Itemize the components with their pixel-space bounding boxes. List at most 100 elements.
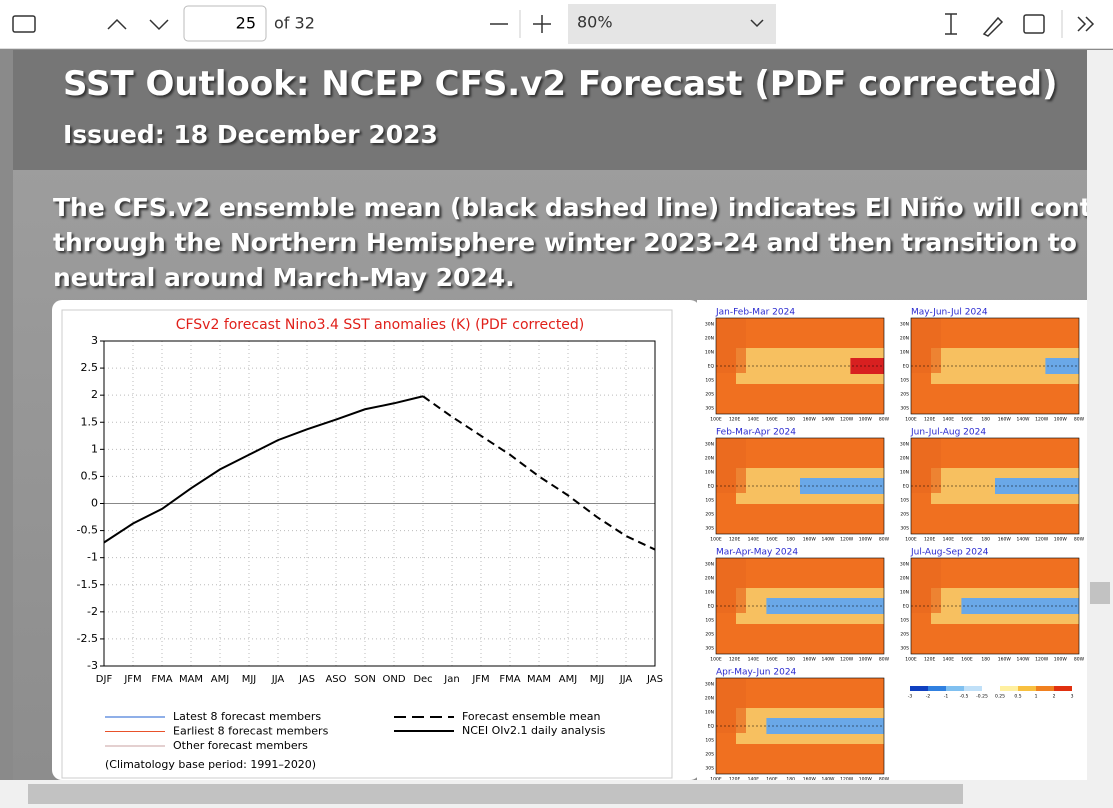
lon-label: 160E [766,417,778,423]
h-scrollbar[interactable] [0,780,1113,808]
slide-header [13,50,1087,170]
lat-label: 10N [705,710,714,716]
lat-label: 10N [705,470,714,476]
lat-label: 20S [900,392,909,398]
colorbar-label: 3 [1071,694,1074,700]
lon-label: 160W [803,537,817,543]
lat-label: 20N [900,456,909,462]
colorbar-cell [982,686,1000,691]
x-tick-label: SON [354,674,376,685]
zoom-select[interactable] [568,4,776,44]
map-land [911,438,941,493]
lat-label: 30N [900,322,909,328]
sidebar-btn[interactable] [12,15,36,33]
lat-label: 10N [705,350,714,356]
zoom-in[interactable] [533,15,551,33]
lon-label: 160E [961,657,973,663]
colorbar-cell [964,686,982,691]
image-tool[interactable] [1023,14,1045,34]
lat-label: 20S [705,632,714,638]
lon-label: 120E [924,657,936,663]
lat-label: 20S [705,392,714,398]
lat-label: 20N [705,696,714,702]
scroll-thumb[interactable] [1090,582,1110,604]
lat-label: 10S [900,498,909,504]
scroll-thumb[interactable] [28,784,963,804]
x-tick-label: OND [382,674,405,685]
legend-label: NCEI OIv2.1 daily analysis [462,724,606,737]
x-tick-label: JJA [619,674,633,685]
prev-page[interactable] [107,18,127,30]
lat-label: 20N [900,336,909,342]
map-land [716,318,746,373]
chart-frame [61,309,673,779]
lon-label: 120W [840,417,854,423]
lat-label: 10N [900,350,909,356]
lon-label: 180 [786,537,795,543]
lon-label: 140E [943,537,955,543]
lat-label: EQ [708,724,715,730]
lon-label: 100W [1054,657,1068,663]
lon-label: 120E [924,417,936,423]
lon-label: 80W [1074,537,1085,543]
lon-label: 100W [859,657,873,663]
x-tick-label: MJJ [242,674,257,685]
lon-label: 120W [1035,537,1049,543]
lon-label: 100E [710,657,722,663]
lon-label: 140E [748,657,760,663]
map-land [911,558,941,613]
y-tick-label: 3 [91,334,98,347]
legend-label: Forecast ensemble mean [462,710,601,723]
colorbar-label: -2 [926,694,931,700]
lon-label: 100E [710,417,722,423]
colorbar-label: 1 [1035,694,1038,700]
lon-label: 100W [859,777,873,783]
lon-label: 160E [766,537,778,543]
lon-label: 180 [981,657,990,663]
lon-label: 120W [840,777,854,783]
lon-label: 180 [786,657,795,663]
chart-title: CFSv2 forecast Nino3.4 SST anomalies (K)… [176,317,585,333]
lon-label: 120E [729,777,741,783]
chart-note: (Climatology base period: 1991–2020) [105,758,316,771]
lon-label: 140E [748,777,760,783]
lon-label: 140W [821,537,835,543]
y-tick-label: -3 [87,659,98,672]
x-tick-label: DJF [96,674,113,685]
x-tick-label: JFM [123,674,141,685]
y-tick-label: 2.5 [81,361,99,374]
draw-tool[interactable] [982,16,1004,37]
more[interactable] [1077,16,1095,32]
lon-label: 120W [1035,657,1049,663]
y-tick-label: -2 [87,605,98,618]
colorbar-label: 0.25 [995,694,1005,700]
lon-label: 180 [981,417,990,423]
lon-label: 80W [1074,417,1085,423]
lon-label: 100W [859,537,873,543]
map-land [911,318,941,373]
lat-label: 20S [705,752,714,758]
next-page[interactable] [149,19,169,31]
map-title: Jun-Jul-Aug 2024 [910,428,986,438]
map-title: May-Jun-Jul 2024 [911,308,988,318]
lon-label: 160E [961,537,973,543]
lon-label: 140W [1016,537,1030,543]
lat-label: 10S [705,618,714,624]
lat-label: 20N [705,576,714,582]
colorbar-label: -3 [908,694,913,700]
map-land [716,678,746,733]
lat-label: 20S [900,632,909,638]
lon-label: 120E [729,657,741,663]
map-land [716,558,746,613]
v-scrollbar[interactable] [1087,50,1113,780]
lat-label: 30N [705,682,714,688]
lat-label: EQ [903,484,910,490]
lon-label: 120W [840,657,854,663]
page-input[interactable] [183,5,267,42]
colorbar-label: 2 [1053,694,1056,700]
summary-line: through the Northern Hemisphere winter 2… [53,228,1087,257]
map-cold [850,358,884,374]
text-tool[interactable] [945,13,957,35]
lon-label: 140W [1016,417,1030,423]
